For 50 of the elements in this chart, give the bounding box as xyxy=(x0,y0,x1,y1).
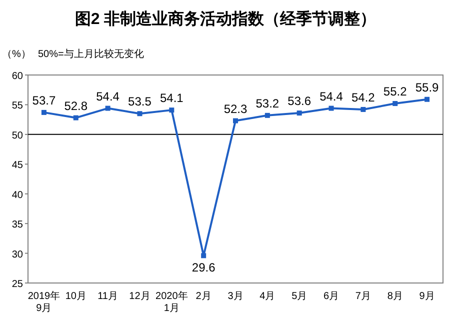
data-label: 53.5 xyxy=(128,94,152,109)
data-label: 53.6 xyxy=(288,94,312,108)
point xyxy=(328,106,334,111)
data-label: 52.8 xyxy=(64,98,88,113)
data-label: 54.4 xyxy=(96,89,120,104)
point xyxy=(233,118,238,124)
y-tick-label: 55 xyxy=(12,100,24,112)
point xyxy=(137,111,142,116)
point xyxy=(360,106,366,112)
data-label: 53.2 xyxy=(256,96,280,110)
x-tick-label: 8月 xyxy=(387,291,403,302)
data-label: 29.6 xyxy=(192,260,216,275)
point xyxy=(201,253,206,258)
point xyxy=(41,110,46,115)
x-tick-label: 7月 xyxy=(355,291,371,302)
point xyxy=(73,115,78,120)
data-label: 54.2 xyxy=(352,90,376,104)
y-tick-label: 50 xyxy=(12,130,24,142)
x-tick-label: 6月 xyxy=(323,291,340,302)
data-label: 55.2 xyxy=(383,84,408,99)
y-tick-label: 35 xyxy=(12,220,24,231)
data-label: 52.3 xyxy=(224,102,248,116)
x-tick-label: 4月 xyxy=(260,291,276,302)
x-tick-label: 12月 xyxy=(129,291,150,302)
text: 50%=与上月比较无变化 xyxy=(38,48,144,60)
x-tick-label: 3月 xyxy=(228,291,244,302)
chart-title: 图2 非制造业商务活动指数（经季节调整） xyxy=(74,10,376,28)
point xyxy=(169,108,174,113)
point xyxy=(105,106,110,111)
x-tick-label: 2020年 1月 xyxy=(156,290,188,314)
x-tick-label: 2月 xyxy=(196,291,212,302)
data-label: 54.1 xyxy=(160,91,184,106)
x-tick-label: 5月 xyxy=(292,291,308,302)
y-tick-label: 40 xyxy=(12,190,24,201)
x-tick-label: 10月 xyxy=(65,291,86,302)
point xyxy=(264,112,270,118)
y-tick-label: 45 xyxy=(12,160,24,172)
point xyxy=(392,101,398,106)
y-tick-label: 25 xyxy=(12,279,24,290)
y-tick-label: 60 xyxy=(12,71,24,82)
point xyxy=(296,110,302,116)
data-label: 53.7 xyxy=(32,93,56,108)
data-label: 55.9 xyxy=(415,80,440,94)
y-axis-title: （%） xyxy=(2,49,31,60)
y-tick-label: 30 xyxy=(12,249,24,260)
x-tick-label: 2019年 9月 xyxy=(28,290,60,314)
data-label: 54.4 xyxy=(320,89,344,104)
x-tick-label: 9月 xyxy=(419,291,435,302)
point xyxy=(424,96,430,102)
x-tick-label: 11月 xyxy=(98,291,118,302)
